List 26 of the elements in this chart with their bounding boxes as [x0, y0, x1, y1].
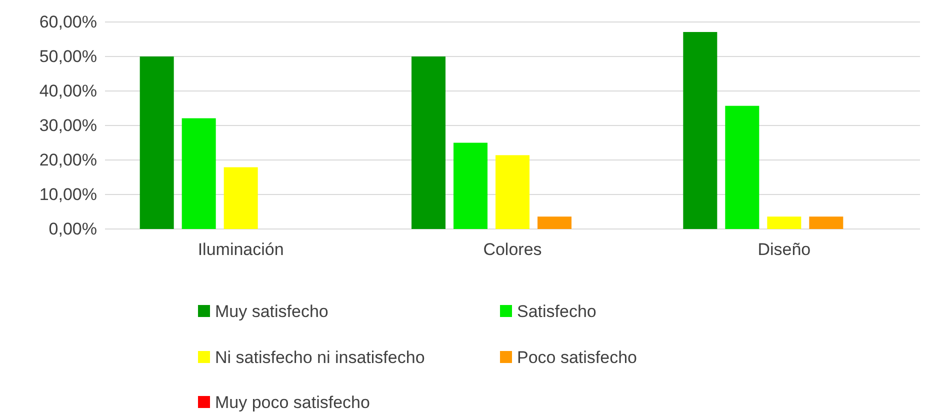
legend-label: Poco satisfecho [517, 348, 638, 367]
x-tick-label: Iluminación [198, 240, 284, 260]
y-tick-label: 20,00% [39, 150, 97, 170]
x-tick-label: Diseño [758, 240, 811, 260]
bar [683, 32, 718, 229]
bar [140, 56, 174, 229]
x-tick-label: Colores [483, 240, 542, 260]
legend-label: Ni satisfecho ni insatisfecho [215, 348, 425, 367]
y-tick-label: 50,00% [39, 46, 97, 66]
y-tick-label: 10,00% [39, 184, 97, 204]
bar [496, 155, 530, 229]
y-tick-label: 0,00% [48, 219, 97, 238]
legend-label: Muy satisfecho [215, 302, 328, 321]
legend-label: Satisfecho [517, 302, 596, 321]
bar [767, 216, 802, 229]
bar [224, 167, 258, 229]
bar [454, 142, 488, 229]
y-tick-label: 30,00% [39, 116, 97, 135]
y-tick-label: 40,00% [39, 81, 97, 100]
bar [538, 216, 572, 229]
bar [809, 216, 844, 229]
bar [182, 118, 216, 229]
legend-label: Muy poco satisfecho [215, 393, 370, 412]
y-tick-label: 60,00% [39, 12, 97, 32]
bar [725, 106, 760, 229]
bar [412, 56, 446, 229]
